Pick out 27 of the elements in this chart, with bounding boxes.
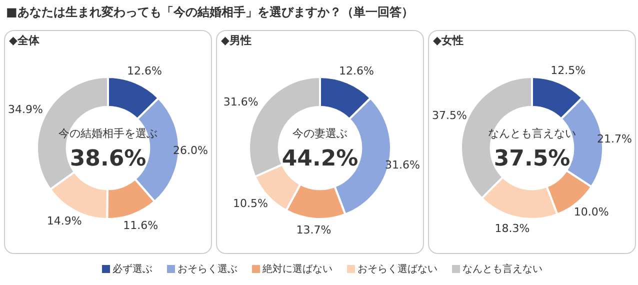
text: 38.6% [70,146,146,172]
legend-label: おそらく選ぶ [176,263,238,276]
chart-subtitle: ◆全体 [9,33,40,48]
data-label: 12.6% [338,64,374,78]
legend-label: 必ず選ぶ [112,262,152,276]
legend-label: おそらく選ばない [356,263,438,276]
data-label: 18.3% [494,222,530,236]
data-label: 11.6% [123,218,158,232]
data-label: 10.0% [574,205,609,218]
text: 今の妻選ぶ [292,126,348,140]
data-label: 31.6% [223,96,258,109]
text: 今の結婚相手を選ぶ [58,126,158,140]
text: 44.2% [282,146,358,172]
chart-subtitle: ◆女性 [433,33,464,48]
chart-title: ■あなたは生まれ変わっても「今の結婚相手」を選びますか？（単一回答） [6,4,414,21]
text: なんとも言えない [488,126,576,140]
data-label: 12.6% [126,64,162,78]
legend-label: 絶対に選ばない [262,262,332,276]
data-label: 37.5% [432,109,467,122]
chart-subtitle: ◆男性 [221,33,252,48]
data-label: 13.7% [296,224,332,237]
text: 37.5% [494,146,570,172]
data-label: 10.5% [233,197,268,210]
legend-label: なんとも言えない [462,262,542,276]
data-label: 12.5% [550,64,586,78]
data-label: 14.9% [46,214,82,228]
data-label: 34.9% [8,102,43,116]
